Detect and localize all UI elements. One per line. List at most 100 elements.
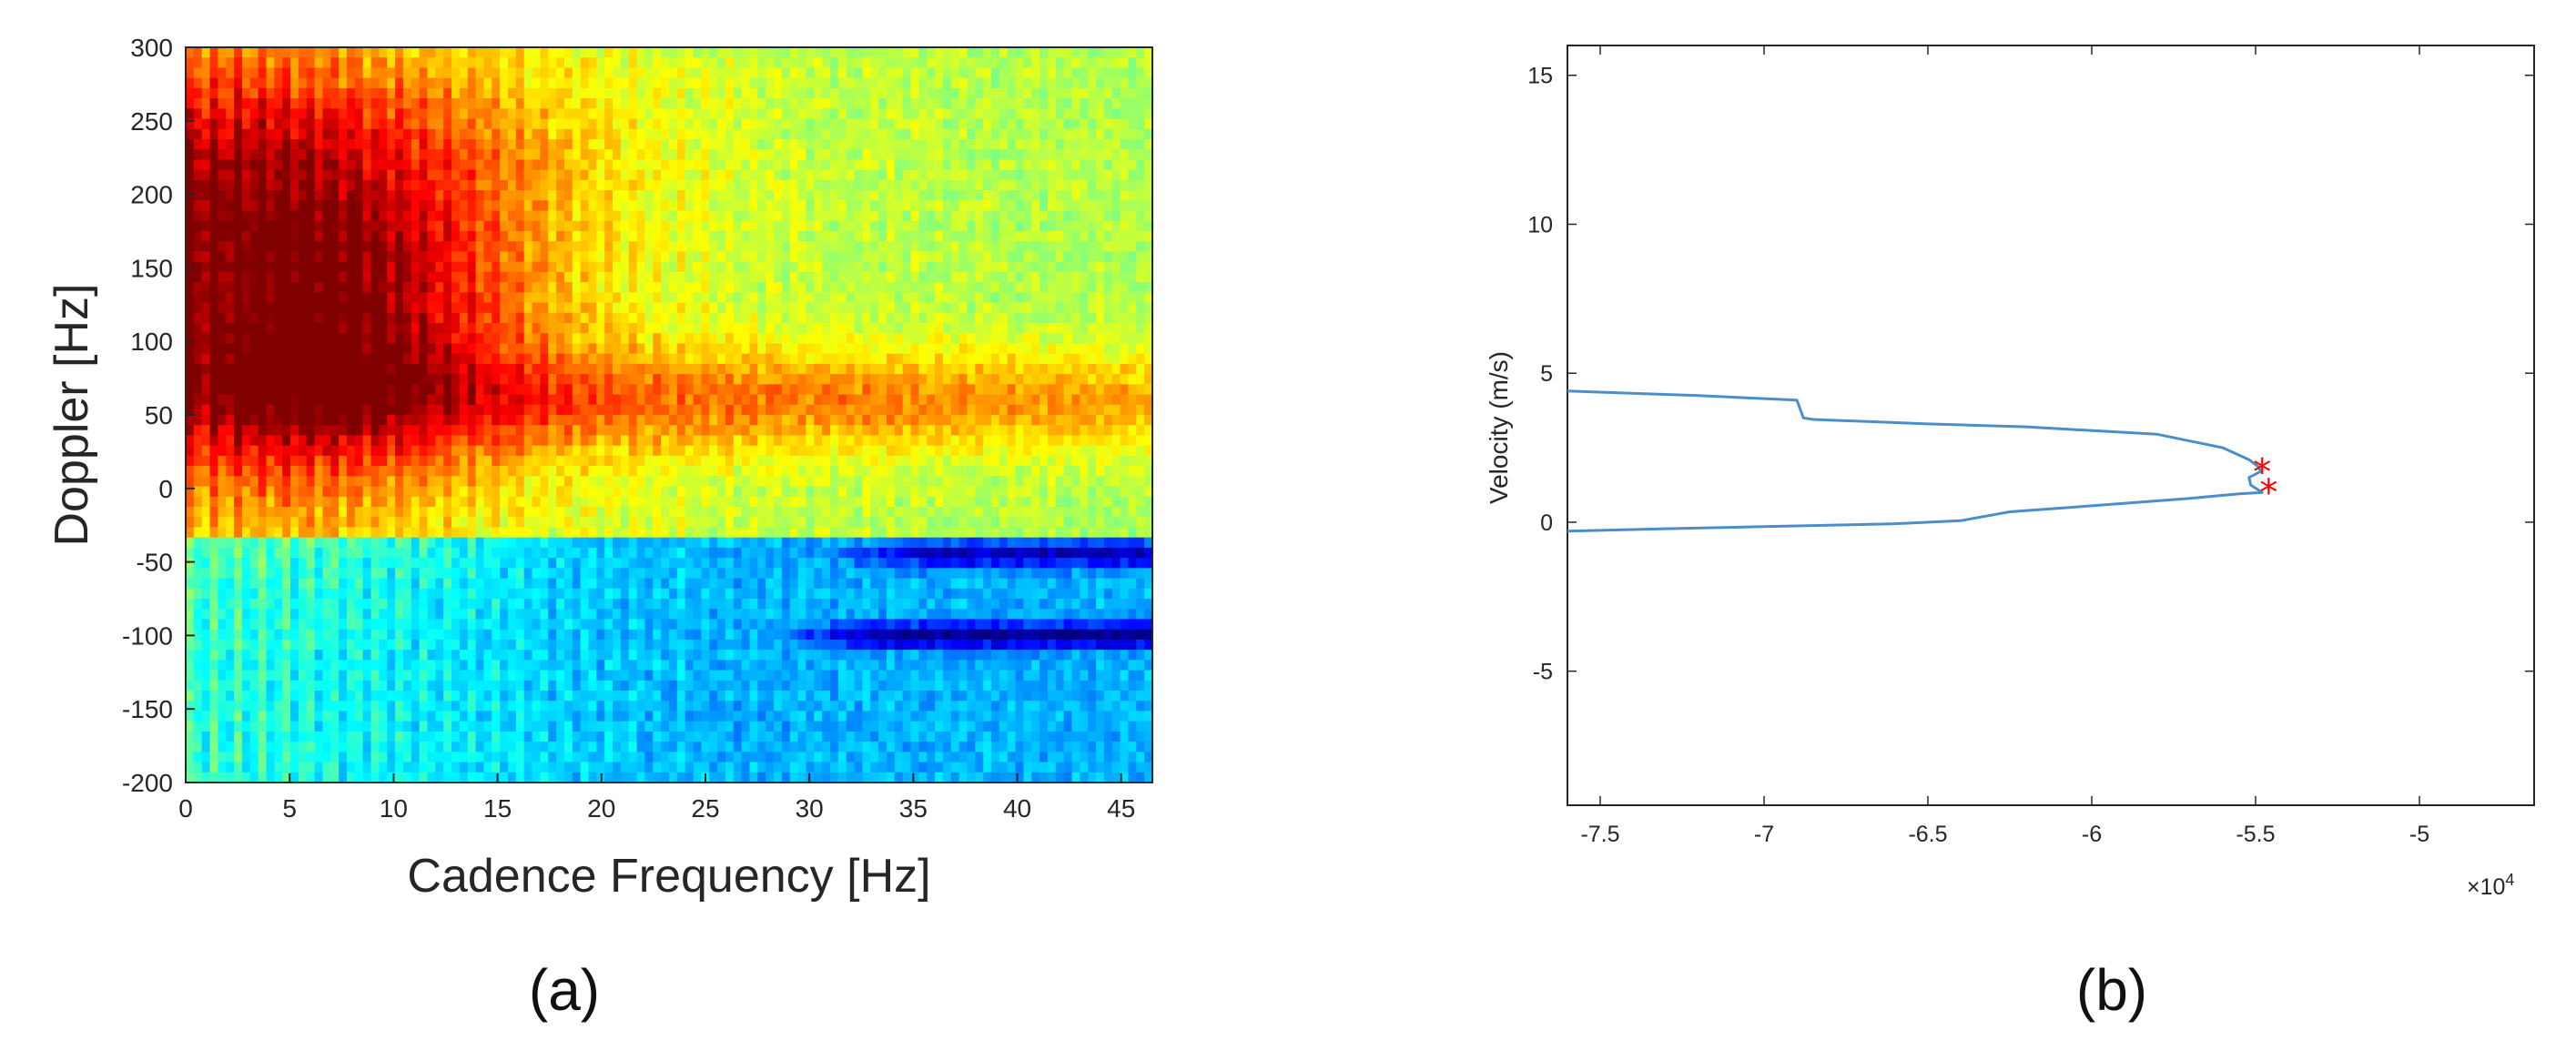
- heatmap-cell: [419, 660, 429, 671]
- heatmap-cell: [669, 701, 678, 712]
- heatmap-cell: [556, 333, 565, 345]
- heatmap-cell: [234, 660, 243, 671]
- heatmap-cell: [709, 128, 718, 140]
- heatmap-cell: [379, 650, 388, 661]
- heatmap-cell: [676, 108, 686, 120]
- heatmap-cell: [701, 251, 710, 263]
- heatmap-cell: [475, 415, 485, 426]
- heatmap-cell: [209, 149, 218, 161]
- heatmap-cell: [628, 445, 638, 457]
- heatmap-cell: [282, 353, 291, 365]
- heatmap-cell: [483, 772, 492, 782]
- heatmap-cell: [201, 599, 211, 610]
- heatmap-cell: [347, 537, 356, 549]
- heatmap-cell: [330, 241, 340, 253]
- heatmap-cell: [669, 752, 678, 763]
- heatmap-cell: [234, 149, 243, 161]
- heatmap-cell: [492, 752, 501, 763]
- heatmap-cell: [347, 302, 356, 314]
- heatmap-cell: [701, 77, 710, 89]
- heatmap-cell: [676, 609, 686, 621]
- heatmap-cell: [209, 118, 218, 130]
- heatmap-cell: [515, 108, 525, 120]
- heatmap-cell: [500, 455, 509, 467]
- heatmap-cell: [402, 302, 412, 314]
- heatmap-cell: [563, 302, 573, 314]
- heatmap-cell: [596, 323, 605, 334]
- heatmap-cell: [661, 363, 670, 375]
- heatmap-cell: [540, 691, 549, 702]
- heatmap-cell: [685, 149, 695, 161]
- heatmap-cell: [419, 680, 429, 692]
- heatmap-cell: [322, 149, 331, 161]
- heatmap-cell: [653, 139, 662, 150]
- heatmap-cell: [725, 762, 735, 773]
- heatmap-cell: [620, 210, 630, 222]
- heatmap-cell: [636, 496, 646, 508]
- heatmap-cell: [241, 425, 251, 437]
- heatmap-cell: [370, 139, 380, 150]
- heatmap-cell: [186, 415, 195, 426]
- heatmap-cell: [339, 333, 348, 345]
- heatmap-cell: [563, 220, 573, 232]
- heatmap-cell: [354, 527, 364, 539]
- heatmap-cell: [193, 128, 203, 140]
- heatmap-cell: [370, 47, 380, 58]
- heatmap-cell: [523, 568, 533, 580]
- heatmap-cell: [306, 547, 316, 559]
- heatmap-cell: [572, 731, 582, 742]
- heatmap-cell: [234, 731, 243, 742]
- heatmap-cell: [186, 394, 195, 406]
- heatmap-cell: [604, 415, 614, 426]
- heatmap-cell: [572, 128, 582, 140]
- heatmap-cell: [661, 650, 670, 661]
- heatmap-cell: [419, 292, 429, 304]
- heatmap-cell: [717, 374, 726, 385]
- heatmap-cell: [523, 721, 533, 732]
- heatmap-cell: [427, 118, 436, 130]
- heatmap-cell: [427, 77, 436, 89]
- heatmap-cell: [596, 762, 605, 773]
- heatmap-cell: [492, 282, 501, 293]
- heatmap-cell: [186, 98, 195, 109]
- heatmap-cell: [669, 404, 678, 416]
- heatmap-cell: [653, 486, 662, 498]
- heatmap-cell: [669, 721, 678, 732]
- heatmap-cell: [218, 231, 227, 242]
- heatmap-cell: [218, 486, 227, 498]
- heatmap-cell: [459, 159, 469, 171]
- heatmap-cell: [548, 210, 557, 222]
- heatmap-cell: [395, 568, 404, 580]
- heatmap-cell: [362, 312, 372, 324]
- heatmap-cell: [636, 251, 646, 263]
- heatmap-cell: [653, 241, 662, 253]
- heatmap-cell: [604, 128, 614, 140]
- heatmap-cell: [186, 231, 195, 242]
- heatmap-cell: [508, 517, 517, 529]
- heatmap-cell: [330, 394, 340, 406]
- heatmap-cell: [459, 394, 469, 406]
- heatmap-cell: [451, 691, 461, 702]
- heatmap-cell: [604, 670, 614, 681]
- heatmap-cell: [314, 517, 324, 529]
- heatmap-cell: [701, 578, 710, 590]
- heatmap-cell: [201, 312, 211, 324]
- heatmap-cell: [676, 547, 686, 559]
- heatmap-cell: [322, 292, 331, 304]
- heatmap-cell: [676, 220, 686, 232]
- heatmap-cell: [515, 578, 525, 590]
- heatmap-cell: [241, 558, 251, 569]
- heatmap-cell: [306, 691, 316, 702]
- heatmap-cell: [644, 57, 654, 69]
- heatmap-cell: [427, 496, 436, 508]
- heatmap-cell: [733, 108, 743, 120]
- heatmap-cell: [620, 701, 630, 712]
- heatmap-cell: [314, 599, 324, 610]
- heatmap-cell: [186, 118, 195, 130]
- heatmap-cell: [492, 742, 501, 752]
- heatmap-cell: [483, 220, 492, 232]
- heatmap-cell: [411, 680, 421, 692]
- heatmap-cell: [218, 742, 227, 752]
- heatmap-cell: [419, 629, 429, 641]
